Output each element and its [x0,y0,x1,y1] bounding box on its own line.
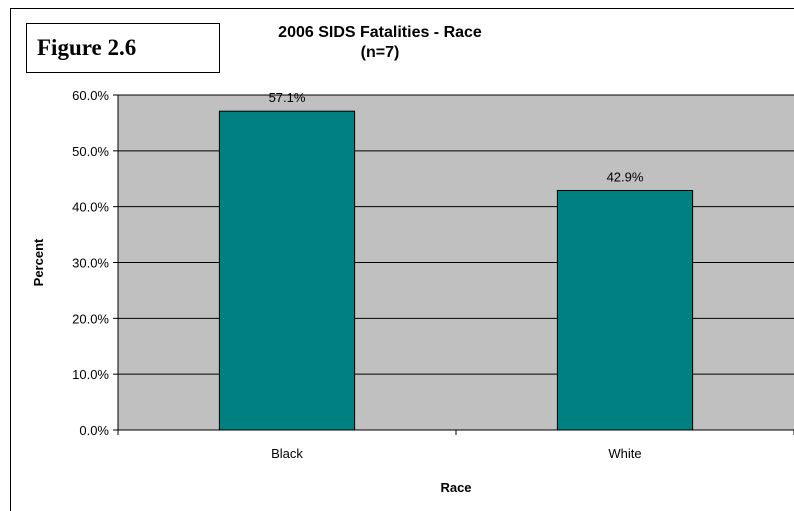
y-tick-label: 60.0% [72,88,109,103]
axes [113,94,794,435]
y-axis-label: Percent [31,238,46,286]
chart-title: 2006 SIDS Fatalities - Race [278,24,482,41]
chart-subtitle: (n=7) [360,44,400,61]
x-axis-label: Race [440,480,471,495]
y-tick-label: 10.0% [72,367,109,382]
y-tick-label: 0.0% [79,423,109,438]
y-tick-label: 50.0% [72,144,109,159]
y-tick-label: 30.0% [72,256,109,271]
x-tick-label: Black [271,446,303,461]
tick-labels: 0.0% 10.0% 20.0% 30.0% 40.0% 50.0% 60.0% Black W… [72,88,641,461]
figure-label: Figure 2.6 [26,23,220,73]
bar-white [556,189,694,431]
x-tick-label: White [608,446,641,461]
chart-frame [10,8,794,511]
data-label: 57.1% [269,90,306,105]
bar-black [218,110,356,431]
y-tick-label: 20.0% [72,311,109,326]
data-label: 42.9% [607,169,644,184]
bars: 57.1% 42.9% [218,90,694,431]
y-tick-label: 40.0% [72,200,109,215]
